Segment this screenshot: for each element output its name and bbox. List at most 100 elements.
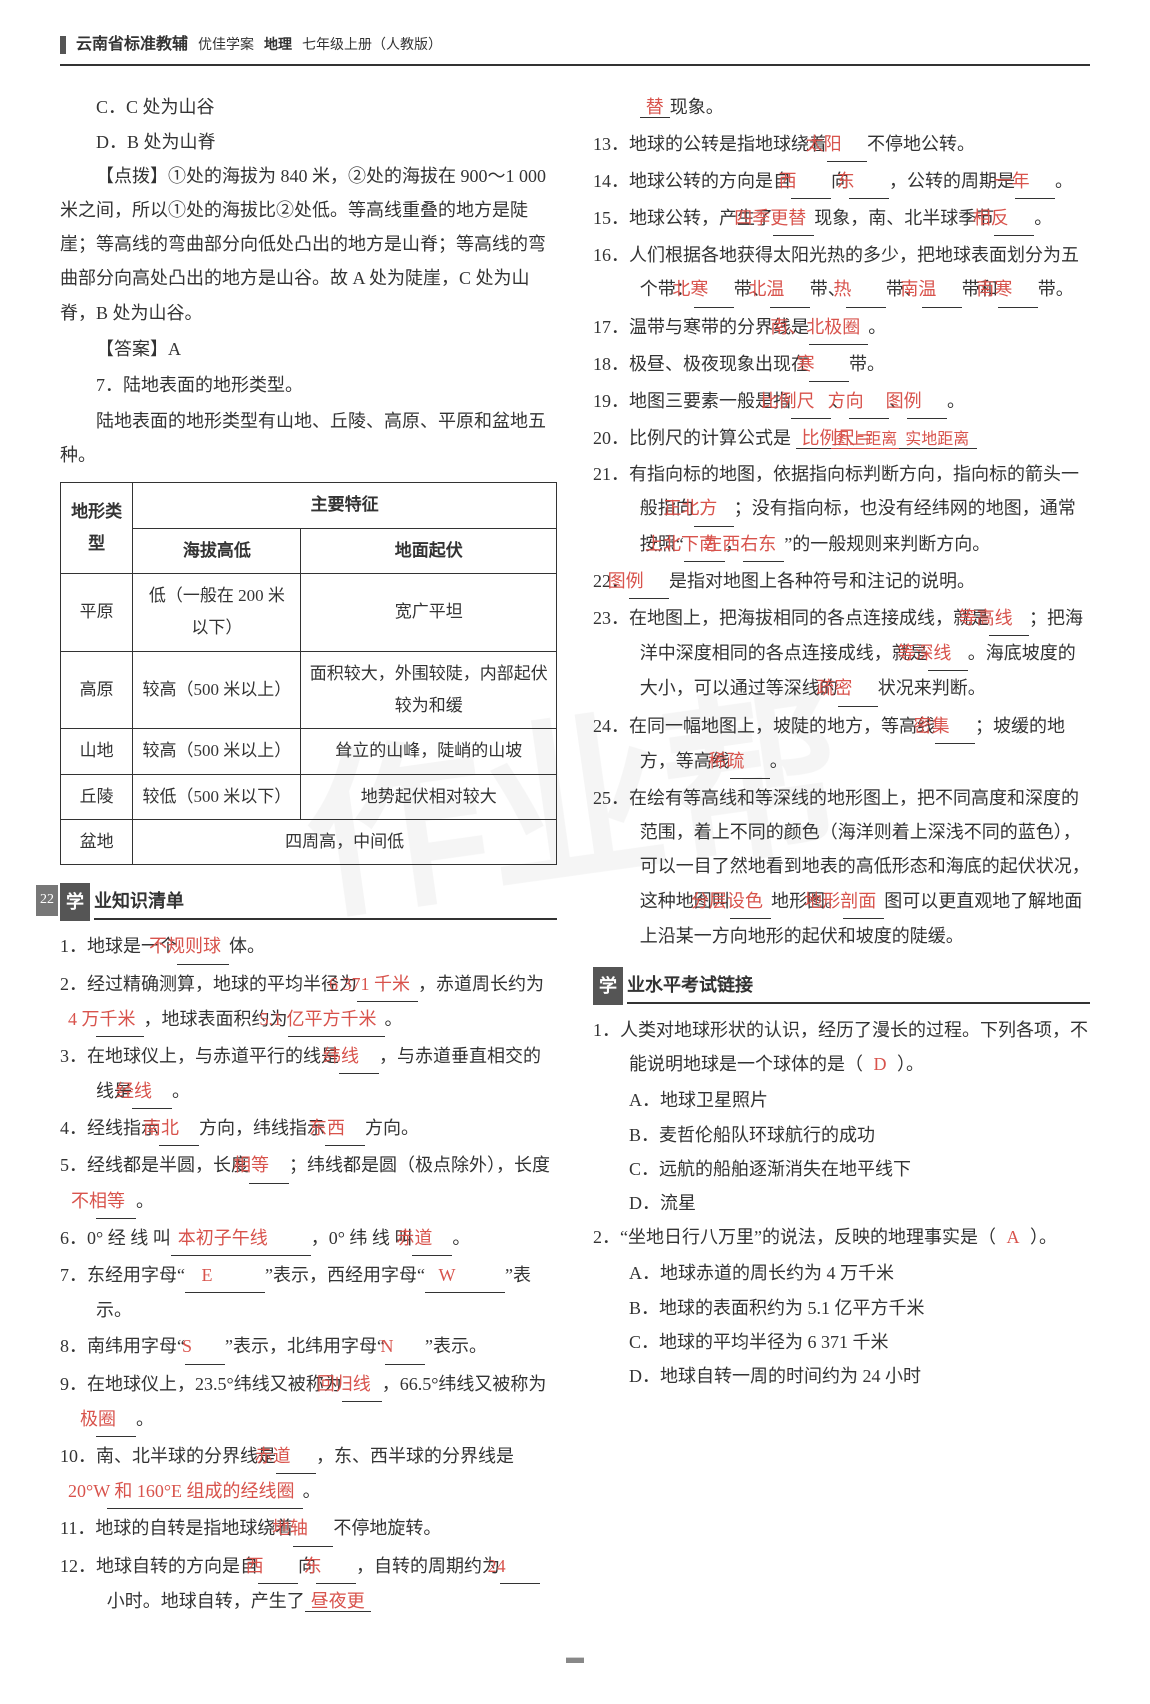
footer-marker-icon: ▬ bbox=[60, 1640, 1090, 1674]
list-item: 9．在地球仪上，23.5°纬线又被称为回归线，66.5°纬线又被称为极圈。 bbox=[60, 1367, 557, 1437]
list-item: 19．地图三要素一般是指比例尺、方向、图例。 bbox=[593, 384, 1090, 419]
text: 14．地球公转的方向是自 bbox=[593, 171, 791, 191]
cell: 较低（500 米以下） bbox=[133, 774, 301, 819]
section-exam: 学 业水平考试链接 bbox=[593, 967, 1090, 1005]
text: 12．地球自转的方向是自 bbox=[60, 1556, 258, 1576]
cell: 较高（500 米以上） bbox=[133, 651, 301, 729]
list-item: 13．地球的公转是指地球绕着太阳不停地公转。 bbox=[593, 127, 1090, 162]
fraction-numerator: 图上距离 bbox=[831, 431, 899, 449]
cell: 平原 bbox=[61, 574, 133, 652]
q1-stem2: ）。 bbox=[897, 1054, 924, 1074]
cell: 耸立的山峰，陡峭的山坡 bbox=[301, 729, 557, 774]
q1-answer: D bbox=[868, 1054, 893, 1074]
list-item: 16．人们根据各地获得太阳光热的多少，把地球表面划分为五个带：北寒带、北温带、热… bbox=[593, 238, 1090, 307]
blank: 6 371 千米 bbox=[357, 967, 418, 1002]
blank: 一年 bbox=[1015, 164, 1055, 199]
section-knowledge: 学 业知识清单 bbox=[60, 883, 557, 921]
blank: 赤道 bbox=[412, 1221, 452, 1256]
list-item: 14．地球公转的方向是自西向东，公转的周期是一年。 bbox=[593, 164, 1090, 199]
section-title: 业水平考试链接 bbox=[627, 968, 1090, 1004]
blank: 南温 bbox=[922, 272, 962, 307]
blank: 相反 bbox=[994, 201, 1034, 236]
cell: 地势起伏相对较大 bbox=[301, 774, 557, 819]
blank: 太阳 bbox=[827, 127, 867, 162]
text: 3．在地球仪上，与赤道平行的线是 bbox=[60, 1046, 339, 1066]
blank: 东 bbox=[849, 164, 889, 199]
blank: 分层设色 bbox=[730, 884, 771, 919]
q2-stem: 2．“坐地日行八万里”的说法，反映的地理事实是（ bbox=[593, 1227, 996, 1247]
text: 24．在同一幅地图上，坡陡的地方，等高线 bbox=[593, 716, 935, 736]
list-item: 6．0° 经 线 叫本初子午线，0° 纬 线 叫赤道。 bbox=[60, 1221, 557, 1256]
cell: 宽广平坦 bbox=[301, 574, 557, 652]
blank: 纬线 bbox=[339, 1039, 379, 1074]
blank: 地形剖面 bbox=[843, 884, 884, 919]
table-row: 山地 较高（500 米以上） 耸立的山峰，陡峭的山坡 bbox=[61, 729, 557, 774]
blank: 西 bbox=[791, 164, 831, 199]
text: 不停地旋转。 bbox=[333, 1518, 441, 1538]
text: ”表示，北纬用字母“ bbox=[225, 1336, 385, 1356]
blank: 相等 bbox=[249, 1148, 289, 1183]
q1-opt-c: C．远航的船舶逐渐消失在地平线下 bbox=[593, 1152, 1090, 1186]
blank: 图例 bbox=[907, 384, 947, 419]
blank: 北温 bbox=[770, 272, 810, 307]
text: 18．极昼、极夜现象出现在 bbox=[593, 354, 809, 374]
q1-opt-d: D．流星 bbox=[593, 1186, 1090, 1220]
text: 7．东经用字母“ bbox=[60, 1265, 185, 1285]
blank: 南寒 bbox=[998, 272, 1038, 307]
text: 。 bbox=[136, 1191, 154, 1211]
list-item: 8．南纬用字母“S”表示，北纬用字母“N”表示。 bbox=[60, 1329, 557, 1364]
list-item: 11．地球的自转是指地球绕着地轴不停地旋转。 bbox=[60, 1511, 557, 1546]
blank: 赤道 bbox=[276, 1439, 316, 1474]
table-header-row: 地形类型 主要特征 bbox=[61, 483, 557, 528]
blank: 方向 bbox=[849, 384, 889, 419]
text: 带。 bbox=[1038, 279, 1074, 299]
text: 6．0° 经 线 叫 bbox=[60, 1228, 171, 1248]
blank: 四季更替 bbox=[773, 201, 814, 236]
q2-opt-b: B．地球的表面积约为 5.1 亿平方千米 bbox=[593, 1291, 1090, 1325]
cell: 丘陵 bbox=[61, 774, 133, 819]
page-number-tab: 22 bbox=[36, 885, 58, 916]
list-item: 15．地球公转，产生了四季更替现象，南、北半球季节相反。 bbox=[593, 201, 1090, 236]
fraction-denominator: 实地距离 bbox=[903, 431, 971, 448]
blank: 南、北极圈 bbox=[809, 310, 868, 345]
list-item: 21．有指向标的地图，依据指向标判断方向，指向标的箭头一般指向正北方；没有指向标… bbox=[593, 457, 1090, 562]
header-grade: 七年级上册（人教版） bbox=[302, 38, 442, 53]
blank: 不相等 bbox=[96, 1184, 136, 1219]
table-row: 丘陵 较低（500 米以下） 地势起伏相对较大 bbox=[61, 774, 557, 819]
list-item: 17．温带与寒带的分界线是南、北极圈。 bbox=[593, 310, 1090, 345]
text: 23．在地图上，把海拔相同的各点连接成线，就是 bbox=[593, 608, 989, 628]
q2-answer: A bbox=[1000, 1227, 1025, 1247]
blank: 昼夜更 bbox=[305, 1591, 371, 1612]
header-prefix: 云南省标准教辅 bbox=[76, 36, 188, 53]
cell: 高原 bbox=[61, 651, 133, 729]
blank: 5.1 亿平方千米 bbox=[288, 1002, 385, 1037]
text: 。 bbox=[452, 1228, 470, 1248]
blank: 比例尺 bbox=[791, 384, 831, 419]
text: 。 bbox=[303, 1481, 321, 1501]
dianbo-block: 【点拨】①处的海拔为 840 米，②处的海拔在 900～1 000米之间，所以①… bbox=[60, 159, 557, 330]
cell: 盆地 bbox=[61, 819, 133, 864]
text: 11．地球的自转是指地球绕着 bbox=[60, 1518, 293, 1538]
blank: 左西右东 bbox=[743, 527, 784, 562]
text: ”的一般规则来判断方向。 bbox=[784, 534, 990, 554]
list-item: 25．在绘有等高线和等深线的地形图上，把不同高度和深度的范围，着上不同的颜色（海… bbox=[593, 781, 1090, 953]
list-item: 23．在地图上，把海拔相同的各点连接成线，就是等高线；把海洋中深度相同的各点连接… bbox=[593, 601, 1090, 707]
list-item: 10．南、北半球的分界线是赤道，东、西半球的分界线是20°W 和 160°E 组… bbox=[60, 1439, 557, 1509]
text: 体。 bbox=[229, 936, 265, 956]
blank: 东西 bbox=[325, 1111, 365, 1146]
option-c: C．C 处为山谷 bbox=[60, 90, 557, 124]
blank: W bbox=[425, 1258, 505, 1293]
blank: 地轴 bbox=[293, 1511, 333, 1546]
list-item: 3．在地球仪上，与赤道平行的线是纬线，与赤道垂直相交的线是经线。 bbox=[60, 1039, 557, 1109]
dianbo-label: 【点拨】 bbox=[96, 166, 168, 186]
cell: 山地 bbox=[61, 729, 133, 774]
blank: 经线 bbox=[132, 1074, 172, 1109]
q1-opt-a: A．地球卫星照片 bbox=[593, 1083, 1090, 1117]
blank: 24 bbox=[500, 1549, 540, 1584]
text: 。 bbox=[136, 1409, 154, 1429]
exam-q1: 1．人类对地球形状的认识，经历了漫长的过程。下列各项，不能说明地球是一个球体的是… bbox=[593, 1013, 1090, 1081]
list-item-continued: 替现象。 bbox=[593, 90, 1090, 124]
cell: 较高（500 米以上） bbox=[133, 729, 301, 774]
answer-label: 【答案】 bbox=[96, 339, 168, 359]
section-badge-icon: 学 bbox=[593, 967, 623, 1005]
